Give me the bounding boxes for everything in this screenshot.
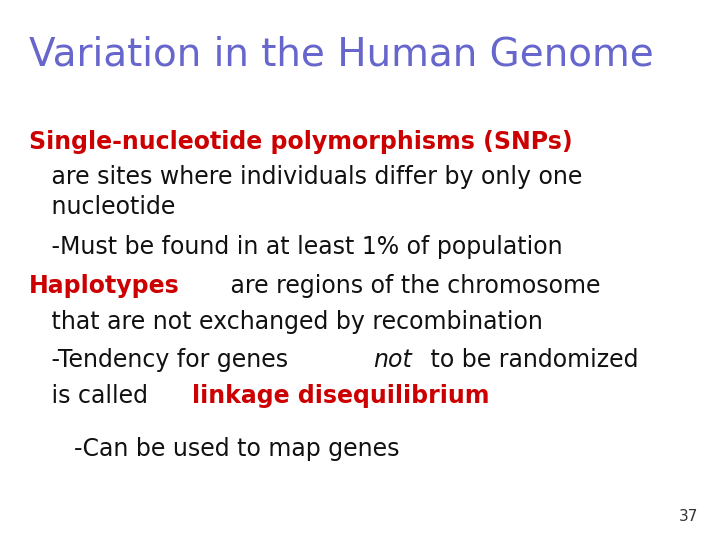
Text: are sites where individuals differ by only one: are sites where individuals differ by on…: [29, 165, 582, 188]
Text: are regions of the chromosome: are regions of the chromosome: [223, 274, 600, 298]
Text: linkage disequilibrium: linkage disequilibrium: [192, 384, 490, 408]
Text: Haplotypes: Haplotypes: [29, 274, 179, 298]
Text: nucleotide: nucleotide: [29, 195, 175, 219]
Text: not: not: [373, 348, 412, 372]
Text: to be randomized: to be randomized: [423, 348, 639, 372]
Text: Single-nucleotide polymorphisms (SNPs): Single-nucleotide polymorphisms (SNPs): [29, 130, 572, 153]
Text: is called: is called: [29, 384, 156, 408]
Text: Variation in the Human Genome: Variation in the Human Genome: [29, 35, 654, 73]
Text: -Can be used to map genes: -Can be used to map genes: [29, 437, 400, 461]
Text: -Must be found in at least 1% of population: -Must be found in at least 1% of populat…: [29, 235, 562, 259]
Text: that are not exchanged by recombination: that are not exchanged by recombination: [29, 310, 543, 334]
Text: 37: 37: [679, 509, 698, 524]
Text: -Tendency for genes: -Tendency for genes: [29, 348, 295, 372]
